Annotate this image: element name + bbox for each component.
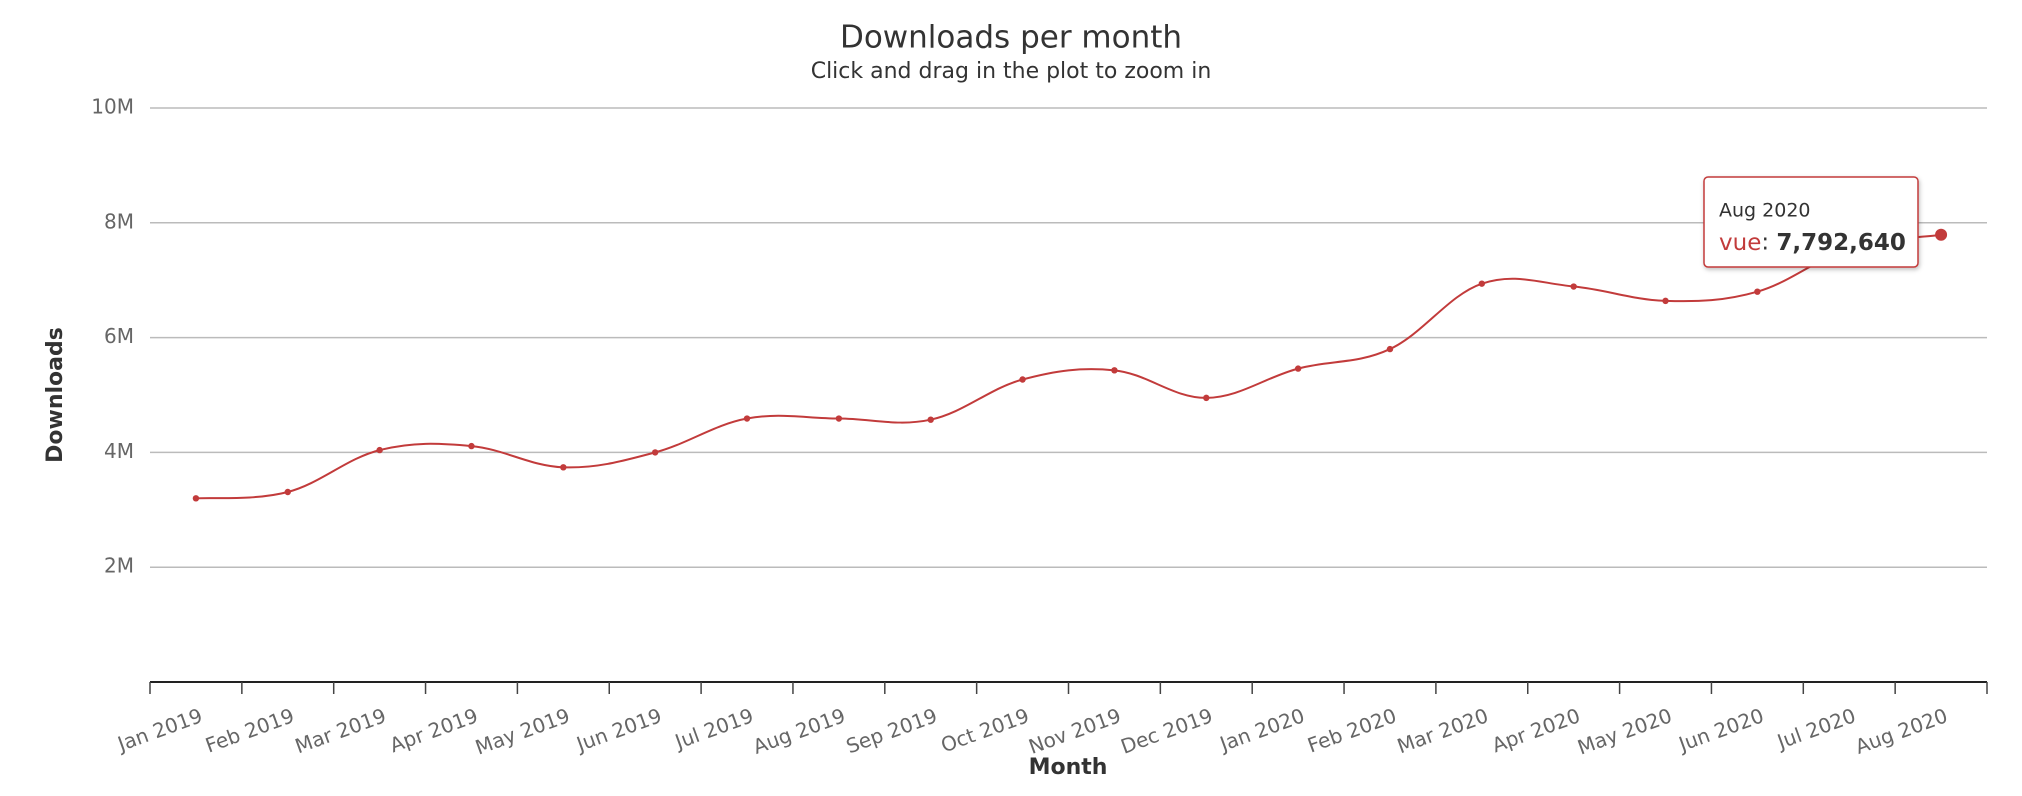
x-tick-label: Mar 2020 xyxy=(1394,703,1491,758)
data-point xyxy=(1662,297,1669,305)
data-point xyxy=(1754,288,1761,295)
x-tick-label: Jun 2020 xyxy=(1674,703,1767,757)
tooltip-value: vue: 7,792,640 xyxy=(1719,230,1906,256)
x-tick-label: Jul 2020 xyxy=(1772,703,1859,754)
data-point xyxy=(1111,367,1118,374)
data-point xyxy=(743,415,751,422)
y-tick-label: 10M xyxy=(91,95,134,119)
x-tick-label: Jul 2019 xyxy=(670,703,757,754)
x-tick-label: Apr 2020 xyxy=(1489,703,1584,757)
chart-title: Downloads per month xyxy=(840,20,1182,56)
data-point xyxy=(468,442,475,450)
x-tick-label: Jan 2020 xyxy=(1215,703,1308,756)
data-point xyxy=(1478,280,1486,287)
y-tick-label: 6M xyxy=(104,324,134,348)
tooltip: Aug 2020 vue: 7,792,640 xyxy=(1703,176,1919,268)
tooltip-series-name: vue xyxy=(1719,230,1761,256)
x-tick-label: Apr 2019 xyxy=(387,703,482,757)
data-point xyxy=(560,464,567,471)
data-point xyxy=(1203,394,1210,402)
data-point xyxy=(1570,283,1577,290)
x-tick-label: May 2020 xyxy=(1574,703,1675,759)
x-tick-label: Dec 2019 xyxy=(1117,703,1215,758)
data-point xyxy=(1386,345,1394,353)
x-tick-label: May 2019 xyxy=(472,703,573,759)
data-point xyxy=(376,446,383,454)
x-tick-label: Aug 2020 xyxy=(1852,703,1951,758)
series-line xyxy=(195,233,1942,500)
data-point xyxy=(284,488,291,496)
y-tick-label: 4M xyxy=(104,439,134,463)
data-point xyxy=(651,449,659,456)
data-point xyxy=(927,416,934,423)
x-tick-label: Feb 2019 xyxy=(202,703,297,757)
x-tick-label: Mar 2019 xyxy=(292,703,389,758)
chart-subtitle: Click and drag in the plot to zoom in xyxy=(811,59,1212,84)
x-tick-label: Aug 2019 xyxy=(750,703,849,758)
x-tick-label: Sep 2019 xyxy=(843,703,940,758)
y-tick-label: 2M xyxy=(104,554,134,578)
data-point xyxy=(1294,365,1302,372)
data-point xyxy=(192,495,200,502)
tooltip-box xyxy=(1703,176,1919,268)
x-tick-label: Jun 2019 xyxy=(572,703,665,757)
x-tick-label: Feb 2020 xyxy=(1304,703,1399,757)
data-point xyxy=(835,415,843,422)
y-axis-title: Downloads xyxy=(43,327,68,463)
tooltip-title: Aug 2020 xyxy=(1719,200,1811,222)
x-axis-title: Month xyxy=(1029,755,1108,780)
x-tick-label: Jan 2019 xyxy=(113,703,206,756)
data-point xyxy=(1935,228,1948,241)
x-tick-label: Nov 2019 xyxy=(1025,703,1124,758)
data-point xyxy=(1019,376,1026,383)
tooltip-value-label: 7,792,640 xyxy=(1776,230,1906,256)
x-tick-label: Oct 2019 xyxy=(938,703,1033,757)
y-tick-label: 8M xyxy=(104,209,134,233)
